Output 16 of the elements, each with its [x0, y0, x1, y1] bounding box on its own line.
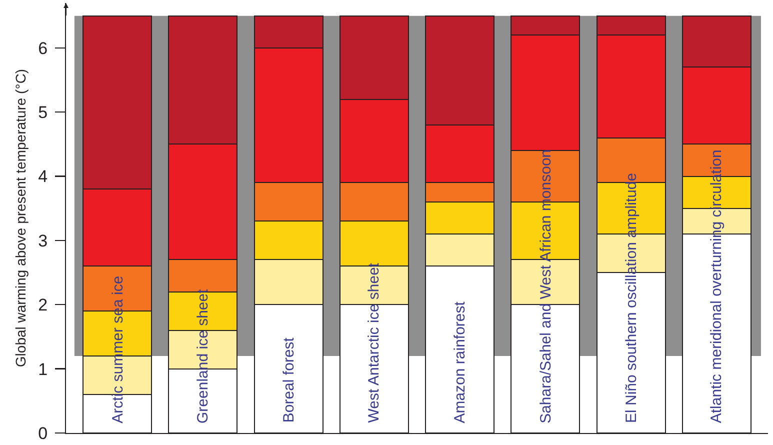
x-tick-label: El Niño southern oscillation amplitude: [623, 172, 640, 424]
x-tick-label: Atlantic meridional overturning circulation: [708, 150, 726, 424]
y-tick-label: 6: [38, 38, 48, 58]
x-tick-label: Amazon rainforest: [451, 300, 468, 424]
y-tick-label: 3: [38, 231, 48, 250]
y-tick-label: 1: [38, 360, 48, 379]
x-tick-label: Sahara/Sahel and West African monsoon: [537, 149, 554, 424]
y-tick-label: 0: [38, 424, 48, 443]
x-tick-label: Arctic summer sea ice: [109, 276, 126, 424]
y-tick-label: 5: [38, 103, 48, 122]
x-tick-label: Boreal forest: [280, 336, 298, 423]
y-tick-label: 2: [38, 296, 48, 315]
x-tick-label: Greenland ice sheet: [194, 288, 212, 424]
x-tick-label: West Antarctic ice sheet: [366, 262, 383, 423]
y-axis-title: Global warming above present temperature (°C): [12, 68, 29, 368]
y-tick-label: 4: [38, 167, 48, 186]
